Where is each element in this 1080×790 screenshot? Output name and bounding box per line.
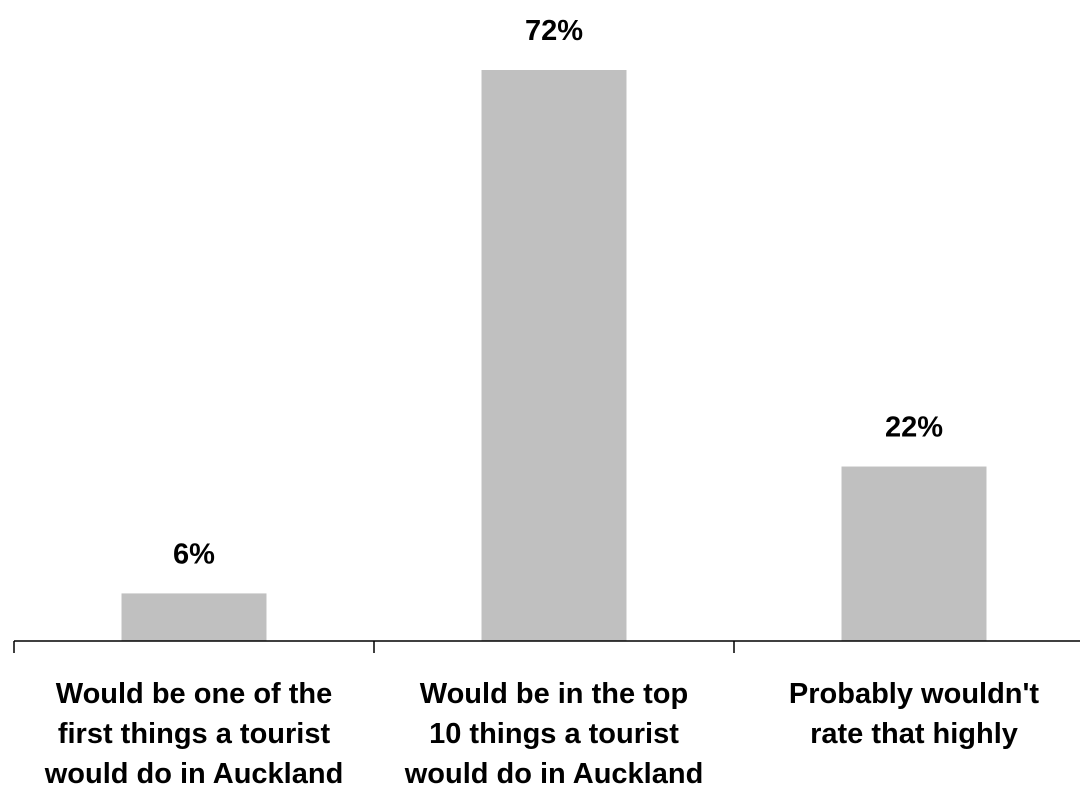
category-label-line: Would be one of the <box>56 678 333 710</box>
data-label-2: 72% <box>525 15 583 47</box>
category-label-line: first things a tourist <box>58 718 331 750</box>
category-label-line: Would be in the top <box>420 678 688 710</box>
bar-2 <box>481 70 627 641</box>
bar-3 <box>841 466 987 641</box>
category-label-line: rate that highly <box>810 718 1018 750</box>
bars-group <box>121 70 987 641</box>
x-axis-ticks <box>13 641 735 653</box>
category-labels-group: Would be one of the first things a touris… <box>44 678 1040 790</box>
bar-1 <box>121 593 267 641</box>
category-label-1: Would be one of the first things a touris… <box>44 678 344 790</box>
category-label-2: Would be in the top 10 things a tourist wo… <box>404 678 704 790</box>
data-label-1: 6% <box>173 538 215 570</box>
category-label-line: Probably wouldn't <box>789 678 1040 710</box>
data-label-3: 22% <box>885 412 943 444</box>
category-label-line: would do in Auckland <box>44 758 344 790</box>
category-label-line: 10 things a tourist <box>429 718 679 750</box>
data-labels-group: 6% 72% 22% <box>173 15 943 570</box>
category-label-line: would do in Auckland <box>404 758 704 790</box>
category-label-3: Probably wouldn't rate that highly <box>789 678 1040 750</box>
